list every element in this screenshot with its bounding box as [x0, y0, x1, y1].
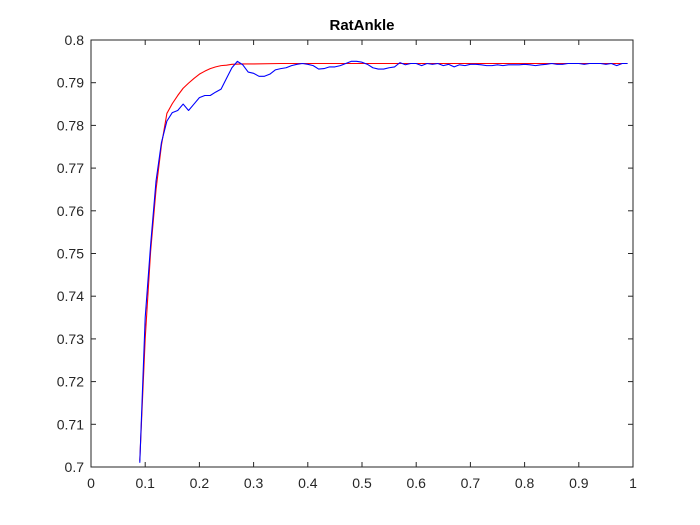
red-series-line [139, 62, 628, 461]
x-tick-label: 0 [87, 475, 95, 491]
x-tick-label: 1 [629, 475, 637, 491]
x-tick-label: 0.2 [190, 475, 210, 491]
x-tick-label: 0.6 [406, 475, 426, 491]
x-tick-label: 0.4 [298, 475, 318, 491]
y-tick-label: 0.8 [65, 32, 85, 48]
x-tick-label: 0.9 [569, 475, 589, 491]
x-tick-label: 0.3 [244, 475, 264, 491]
y-tick-label: 0.71 [57, 416, 84, 432]
x-tick-label: 0.1 [135, 475, 155, 491]
y-tick-label: 0.74 [57, 288, 84, 304]
y-tick-label: 0.76 [57, 203, 84, 219]
y-tick-label: 0.78 [57, 117, 84, 133]
y-tick-label: 0.75 [57, 246, 84, 262]
y-tick-label: 0.7 [65, 459, 85, 475]
x-tick-label: 0.5 [352, 475, 372, 491]
blue-series-line [139, 60, 628, 463]
chart-title: RatAnkle [329, 17, 394, 34]
y-tick-label: 0.72 [57, 374, 84, 390]
plot-background [91, 40, 633, 467]
axes-layer: 0 0.1 0.2 0.3 0.4 0.5 0.6 0.7 0.8 0.9 1 0.7 0.71 0.72… [57, 32, 637, 491]
series-layer [139, 60, 628, 463]
x-tick-label: 0.7 [461, 475, 481, 491]
plot-area [91, 40, 633, 467]
x-tick-label: 0.8 [515, 475, 535, 491]
y-tick-label: 0.79 [57, 75, 84, 91]
y-tick-label: 0.77 [57, 160, 84, 176]
y-tick-label: 0.73 [57, 331, 84, 347]
